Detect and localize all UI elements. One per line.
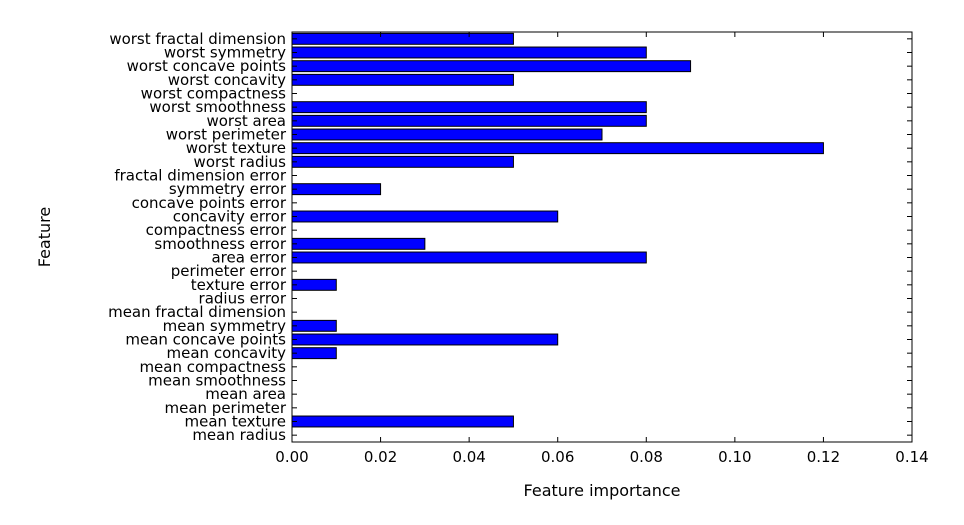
y-tick-label: concave points error — [132, 194, 287, 212]
x-axis-title: Feature importance — [524, 481, 681, 500]
bar-area-error — [291, 251, 647, 264]
x-tick-label: 0.08 — [630, 448, 663, 466]
y-tick-label: symmetry error — [169, 180, 287, 198]
y-tick-label: smoothness error — [154, 235, 286, 253]
y-tick-label: texture error — [191, 276, 287, 294]
y-tick-label: worst smoothness — [149, 98, 286, 116]
x-tick-label: 0.04 — [452, 448, 485, 466]
y-tick-label: worst radius — [194, 153, 287, 171]
bar-smoothness-error — [291, 237, 426, 250]
bar-worst-concavity — [291, 73, 514, 86]
y-tick-label: mean texture — [185, 413, 286, 431]
plot-frame — [291, 31, 913, 443]
y-tick-label: mean fractal dimension — [108, 303, 286, 321]
y-tick-label: area error — [211, 249, 286, 267]
y-tick-label: concavity error — [173, 208, 287, 226]
bar-mean-symmetry — [291, 319, 337, 332]
bar-symmetry-error — [291, 183, 382, 196]
bars-layer — [291, 32, 824, 428]
x-tick-label: 0.14 — [895, 448, 928, 466]
x-tick-label: 0.12 — [807, 448, 840, 466]
y-tick-label: mean perimeter — [164, 399, 286, 417]
y-tick-label: mean concave points — [125, 331, 286, 349]
y-tick-label: mean smoothness — [148, 372, 286, 390]
y-tick-label: perimeter error — [171, 262, 287, 280]
ticks-layer — [291, 32, 913, 442]
y-tick-label: worst perimeter — [166, 126, 287, 144]
y-tick-label: worst texture — [186, 139, 286, 157]
bar-worst-radius — [291, 155, 514, 168]
bar-mean-concavity — [291, 347, 337, 360]
bar-texture-error — [291, 278, 337, 291]
bar-worst-smoothness — [291, 101, 647, 114]
bar-worst-symmetry — [291, 46, 647, 59]
y-tick-label: radius error — [199, 290, 287, 308]
y-tick-label: mean concavity — [167, 344, 287, 362]
bar-worst-concave-points — [291, 60, 692, 73]
y-tick-label: worst fractal dimension — [109, 30, 286, 48]
y-tick-label: mean area — [205, 385, 286, 403]
y-tick-label: worst concavity — [168, 71, 286, 89]
y-tick-label: fractal dimension error — [114, 167, 287, 185]
y-axis-title: Feature — [35, 207, 54, 267]
bar-worst-texture — [291, 142, 824, 155]
bar-mean-concave-points — [291, 333, 559, 346]
y-tick-label: mean compactness — [139, 358, 286, 376]
x-tick-label: 0.00 — [275, 448, 308, 466]
bar-worst-fractal-dimension — [291, 32, 514, 45]
x-tick-label: 0.06 — [541, 448, 574, 466]
x-tick-label: 0.10 — [718, 448, 751, 466]
y-tick-label: worst symmetry — [164, 44, 286, 62]
y-tick-label: worst compactness — [141, 85, 287, 103]
y-tick-label: mean radius — [192, 426, 286, 444]
y-tick-label: mean symmetry — [163, 317, 286, 335]
y-tick-label: worst concave points — [127, 57, 287, 75]
bar-worst-area — [291, 114, 647, 127]
bar-concavity-error — [291, 210, 559, 223]
y-tick-label: worst area — [206, 112, 286, 130]
x-tick-label: 0.02 — [364, 448, 397, 466]
bar-worst-perimeter — [291, 128, 603, 141]
bar-mean-texture — [291, 415, 514, 428]
y-tick-label: compactness error — [146, 221, 287, 239]
